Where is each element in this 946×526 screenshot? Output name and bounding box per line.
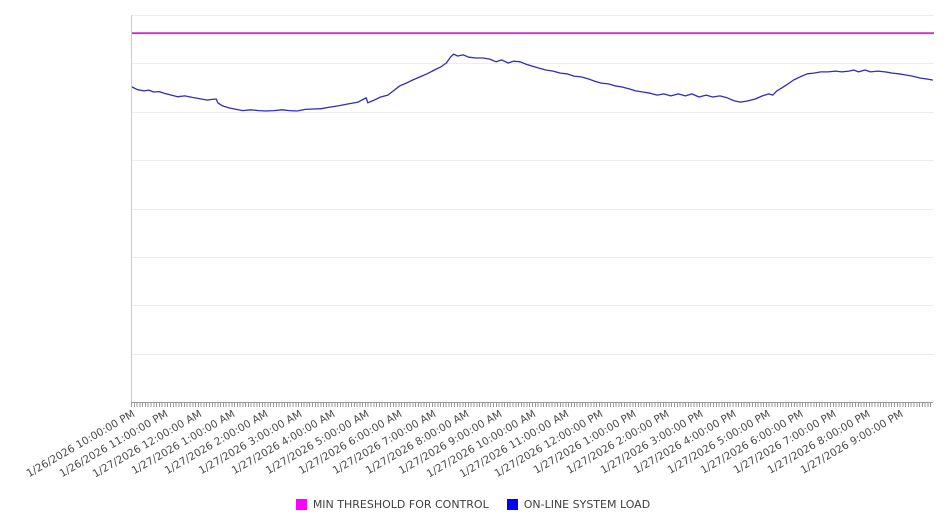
legend-label: ON-LINE SYSTEM LOAD: [523, 498, 651, 511]
chart-canvas[interactable]: [132, 15, 934, 402]
legend-item-load[interactable]: ON-LINE SYSTEM LOAD: [506, 498, 651, 511]
legend-item-threshold[interactable]: MIN THRESHOLD FOR CONTROL: [295, 498, 489, 511]
threshold-swatch-icon: [295, 499, 307, 510]
x-axis: [131, 402, 933, 407]
load-line: [132, 53, 934, 112]
load-swatch-icon: [506, 499, 518, 510]
legend: MIN THRESHOLD FOR CONTROL ON-LINE SYSTEM…: [0, 498, 946, 511]
x-axis-labels: 1/26/2026 10:00:00 PM 1/26/2026 11:00:00 …: [24, 408, 933, 496]
legend-label: MIN THRESHOLD FOR CONTROL: [312, 498, 489, 511]
plot-area[interactable]: [131, 15, 934, 402]
